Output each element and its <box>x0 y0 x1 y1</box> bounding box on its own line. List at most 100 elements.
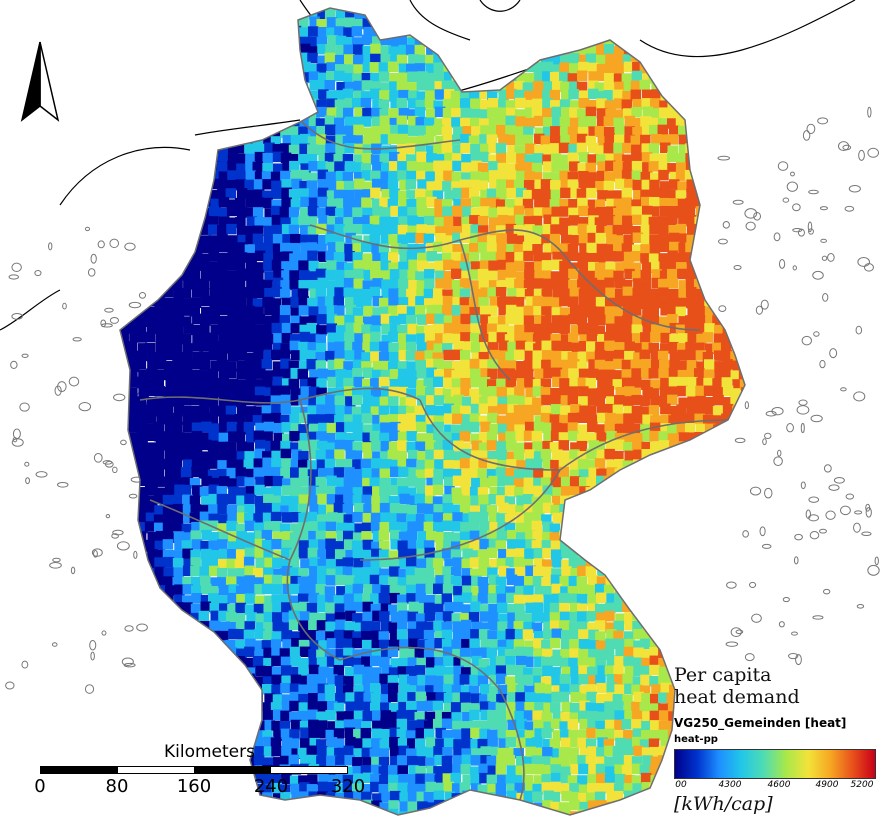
municipality-cell <box>477 268 489 280</box>
municipality-cell <box>271 467 282 478</box>
municipality-cell <box>255 368 266 379</box>
municipality-cell <box>435 270 446 282</box>
municipality-cell <box>442 235 453 246</box>
municipality-cell <box>254 584 265 595</box>
municipality-cell <box>335 368 346 380</box>
municipality-cell <box>594 359 606 371</box>
municipality-cell <box>334 305 345 316</box>
municipality-cell <box>309 369 320 381</box>
municipality-cell <box>723 532 734 543</box>
municipality-cell <box>181 369 193 380</box>
municipality-cell <box>334 414 345 426</box>
municipality-cell <box>271 8 283 10</box>
municipality-cell <box>642 476 653 488</box>
municipality-cell <box>759 253 770 264</box>
municipality-cell <box>451 225 463 237</box>
municipality-cell <box>586 242 597 254</box>
municipality-cell <box>425 313 437 325</box>
municipality-cell <box>120 62 129 74</box>
municipality-cell <box>532 333 544 345</box>
municipality-cell <box>207 458 219 469</box>
municipality-cell <box>721 495 733 506</box>
municipality-cell <box>120 251 131 262</box>
municipality-cell <box>515 512 527 523</box>
municipality-cell <box>126 341 138 352</box>
municipality-cell <box>228 486 239 497</box>
municipality-cell <box>505 304 517 316</box>
municipality-cell <box>397 16 408 28</box>
municipality-cell <box>342 530 354 542</box>
municipality-cell <box>334 315 346 327</box>
municipality-cell <box>622 8 634 11</box>
municipality-cell <box>147 531 158 543</box>
municipality-cell <box>325 575 337 586</box>
municipality-cell <box>443 259 454 271</box>
municipality-cell <box>146 323 158 334</box>
municipality-cell <box>343 189 355 201</box>
municipality-cell <box>279 523 291 534</box>
municipality-cell <box>416 368 428 379</box>
municipality-cell <box>595 503 607 514</box>
municipality-cell <box>191 81 202 92</box>
municipality-cell <box>461 187 472 199</box>
municipality-cell <box>542 161 554 172</box>
municipality-cell <box>524 233 535 244</box>
municipality-cell <box>343 493 354 505</box>
municipality-cell <box>433 288 444 299</box>
municipality-cell <box>208 377 219 389</box>
municipality-cell <box>586 322 598 334</box>
municipality-cell <box>622 90 633 102</box>
municipality-cell <box>641 27 653 38</box>
municipality-cell <box>702 565 714 577</box>
municipality-cell <box>685 17 697 29</box>
municipality-cell <box>498 134 509 145</box>
municipality-cell <box>560 395 572 406</box>
municipality-cell <box>271 100 282 111</box>
municipality-cell <box>398 44 410 56</box>
municipality-cell <box>397 431 409 443</box>
municipality-cell <box>299 331 311 343</box>
municipality-cell <box>163 567 174 578</box>
municipality-cell <box>369 430 381 442</box>
municipality-cell <box>120 387 121 398</box>
municipality-cell <box>245 196 256 208</box>
municipality-cell <box>335 134 346 145</box>
municipality-cell <box>667 17 679 28</box>
municipality-cell <box>216 441 228 453</box>
municipality-cell <box>279 315 291 326</box>
municipality-cell <box>596 513 607 524</box>
municipality-cell <box>759 0 770 10</box>
municipality-cell <box>488 584 499 596</box>
municipality-cell <box>246 216 257 227</box>
municipality-cell <box>668 376 680 388</box>
municipality-cell <box>138 369 149 381</box>
municipality-cell <box>153 576 165 588</box>
municipality-cell <box>704 576 715 588</box>
municipality-cell <box>163 144 174 155</box>
outline-speckle <box>749 581 757 589</box>
municipality-cell <box>363 235 374 246</box>
municipality-cell <box>560 187 571 199</box>
municipality-cell <box>469 72 481 83</box>
municipality-cell <box>387 198 399 210</box>
municipality-cell <box>677 575 689 586</box>
municipality-cell <box>120 53 121 64</box>
municipality-cell <box>146 26 157 37</box>
municipality-cell <box>462 548 473 560</box>
municipality-cell <box>173 25 185 37</box>
municipality-cell <box>253 430 265 442</box>
municipality-cell <box>685 280 697 291</box>
municipality-cell <box>567 27 579 39</box>
municipality-cell <box>371 8 383 10</box>
municipality-cell <box>127 422 139 433</box>
municipality-cell <box>506 187 517 199</box>
municipality-cell <box>173 261 184 273</box>
municipality-cell <box>452 287 464 298</box>
municipality-cell <box>380 270 391 281</box>
municipality-cell <box>299 133 311 145</box>
municipality-cell <box>236 360 248 371</box>
municipality-cell <box>488 36 500 47</box>
municipality-cell <box>624 450 635 462</box>
municipality-cell <box>585 162 597 174</box>
municipality-cell <box>165 151 176 163</box>
